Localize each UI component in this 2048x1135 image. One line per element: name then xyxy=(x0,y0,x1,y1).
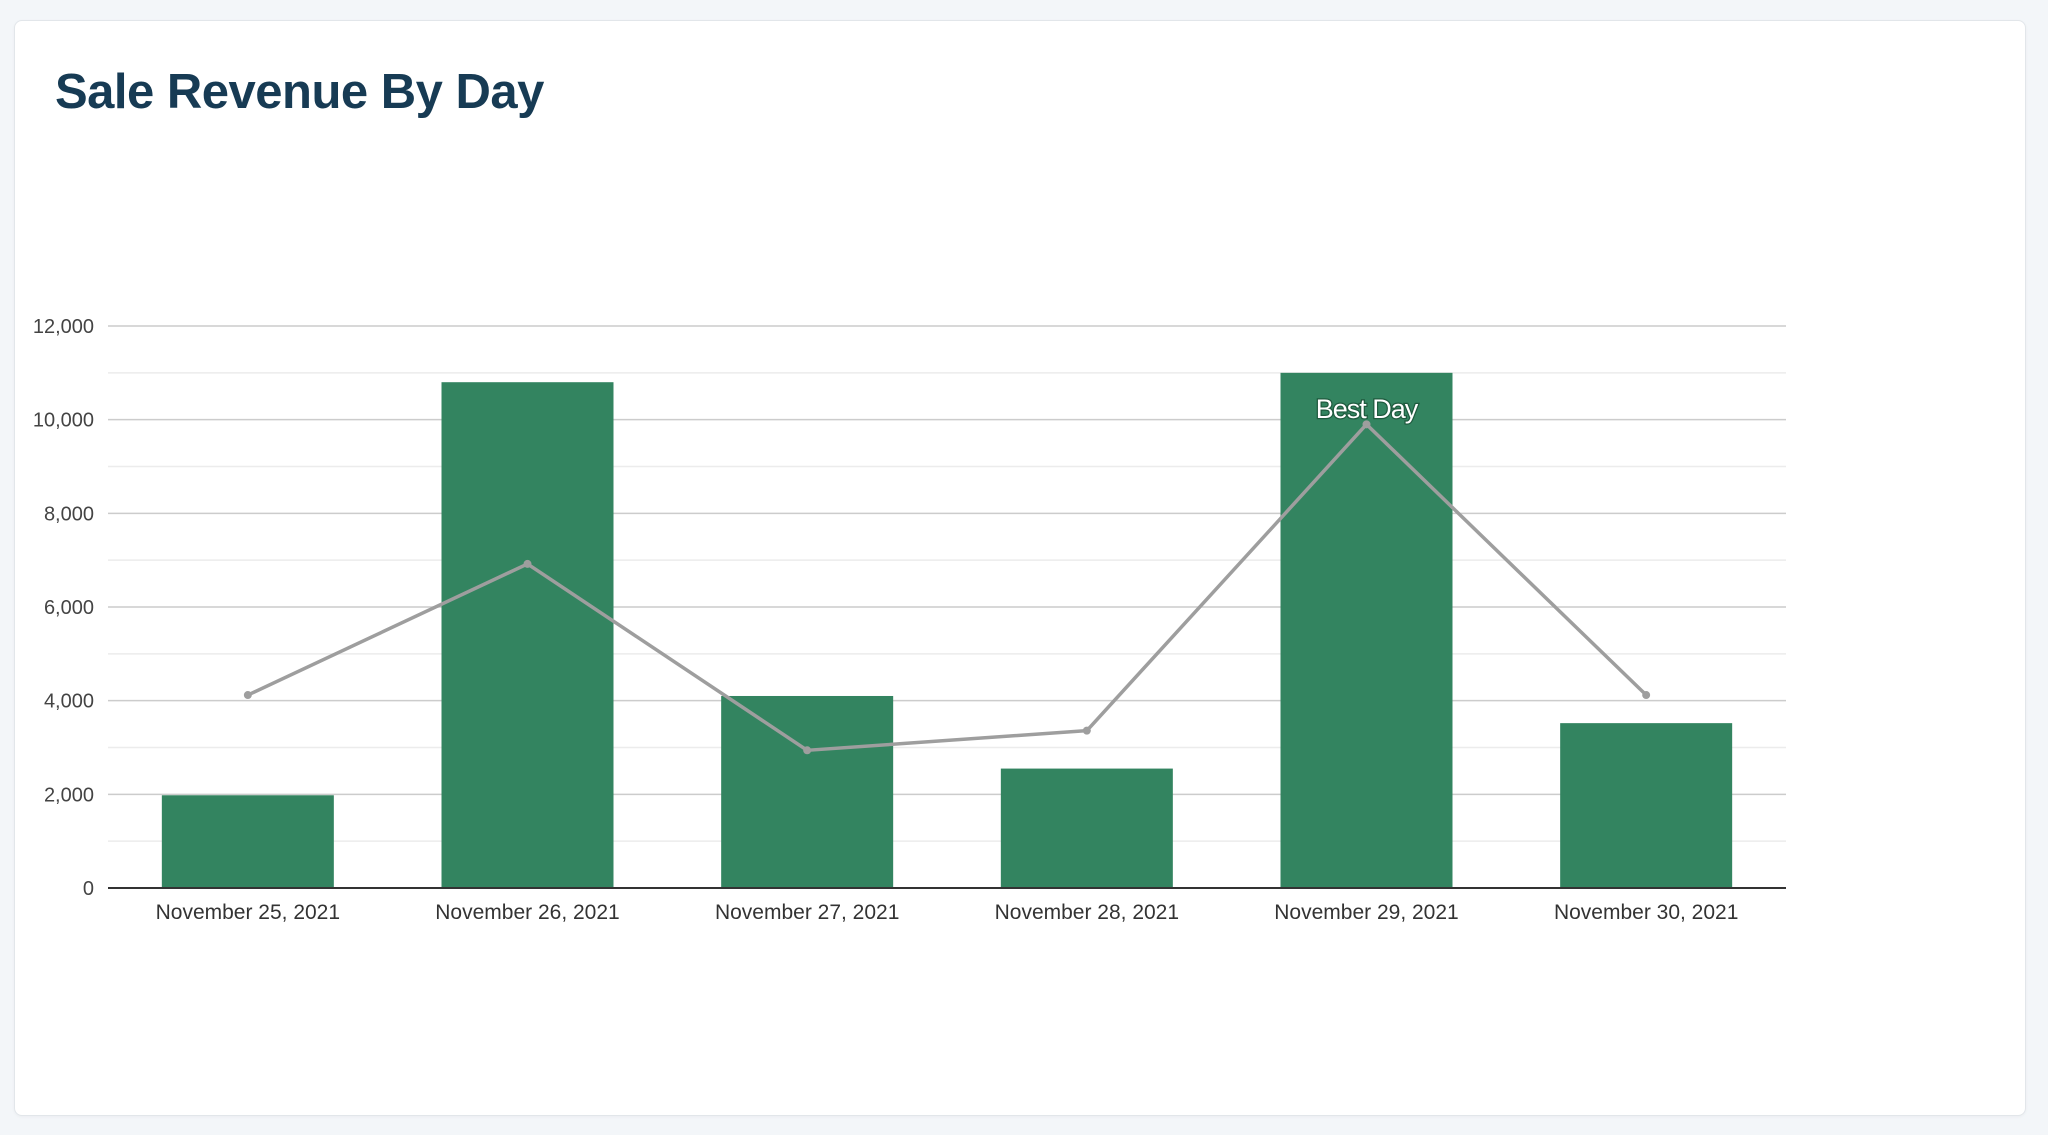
x-tick-label: November 27, 2021 xyxy=(715,901,899,924)
y-tick-label: 8,000 xyxy=(44,503,94,525)
line-point[interactable] xyxy=(803,746,812,755)
y-tick-label: 0 xyxy=(83,878,94,900)
y-tick-label: 4,000 xyxy=(44,691,94,713)
bar[interactable] xyxy=(441,382,614,888)
bar[interactable] xyxy=(1000,768,1173,888)
bar[interactable] xyxy=(721,695,894,888)
line-point[interactable] xyxy=(243,691,252,700)
x-tick-label: November 30, 2021 xyxy=(1554,901,1738,924)
x-tick-label: November 28, 2021 xyxy=(995,901,1179,924)
x-tick-label: November 26, 2021 xyxy=(435,901,619,924)
line-path xyxy=(247,422,1648,753)
line-point[interactable] xyxy=(523,559,532,568)
y-tick-label: 10,000 xyxy=(33,410,94,432)
y-tick-label: 12,000 xyxy=(33,316,94,338)
bar[interactable] xyxy=(161,795,334,888)
annotations: Best Day xyxy=(1314,393,1421,426)
bar[interactable] xyxy=(1560,723,1733,888)
y-tick-label: 2,000 xyxy=(44,784,94,806)
bar-series xyxy=(161,372,1733,888)
y-tick-label: 6,000 xyxy=(44,597,94,619)
gridlines xyxy=(108,325,1786,842)
bar[interactable] xyxy=(1280,372,1453,888)
line-point[interactable] xyxy=(1362,420,1371,429)
best-day-label: Best Day xyxy=(1316,394,1419,424)
axes: 0 2,000 4,000 6,000 8,000 10,000 12,000 Novembe… xyxy=(33,316,1786,924)
line-point[interactable] xyxy=(1642,691,1651,700)
chart-title: Sale Revenue By Day xyxy=(55,65,544,119)
line-point[interactable] xyxy=(1082,726,1091,735)
x-tick-label: November 25, 2021 xyxy=(156,901,340,924)
chart-card xyxy=(14,20,2026,1116)
line-series xyxy=(243,420,1651,755)
x-tick-label: November 29, 2021 xyxy=(1274,901,1458,924)
